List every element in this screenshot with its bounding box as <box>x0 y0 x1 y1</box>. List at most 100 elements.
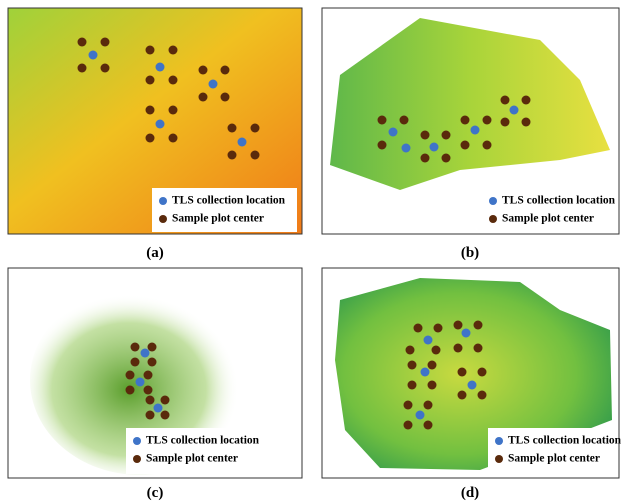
legend-label: TLS collection location <box>146 435 260 447</box>
plot-center-dot <box>522 96 531 105</box>
tls-location-dot <box>421 368 430 377</box>
plot-center-dot <box>421 154 430 163</box>
plot-center-dot <box>146 411 155 420</box>
plot-center-dot <box>131 358 140 367</box>
plot-center-dot <box>161 411 170 420</box>
legend-marker <box>159 197 167 205</box>
legend-marker <box>495 455 503 463</box>
plot-center-dot <box>148 343 157 352</box>
plot-center-dot <box>458 391 467 400</box>
plot-center-dot <box>101 64 110 73</box>
legend-label: Sample plot center <box>508 453 600 465</box>
tls-location-dot <box>402 144 411 153</box>
plot-center-dot <box>424 421 433 430</box>
plot-center-dot <box>169 106 178 115</box>
plot-center-dot <box>461 116 470 125</box>
plot-center-dot <box>221 66 230 75</box>
plot-center-dot <box>434 324 443 333</box>
panel-caption: (c) <box>147 485 164 501</box>
tls-location-dot <box>156 120 165 129</box>
tls-location-dot <box>510 106 519 115</box>
tls-location-dot <box>389 128 398 137</box>
legend-marker <box>489 197 497 205</box>
legend-marker <box>159 215 167 223</box>
tls-location-dot <box>136 378 145 387</box>
legend-marker <box>495 437 503 445</box>
plot-center-dot <box>228 151 237 160</box>
plot-center-dot <box>454 321 463 330</box>
plot-center-dot <box>474 344 483 353</box>
plot-center-dot <box>148 358 157 367</box>
plot-center-dot <box>400 116 409 125</box>
plot-center-dot <box>474 321 483 330</box>
panel-caption: (d) <box>461 485 479 501</box>
panel-d: TLS collection location Sample plot cente… <box>322 268 622 478</box>
plot-center-dot <box>458 368 467 377</box>
plot-center-dot <box>483 141 492 150</box>
plot-center-dot <box>144 371 153 380</box>
legend-marker <box>489 215 497 223</box>
plot-center-dot <box>442 154 451 163</box>
legend-label: TLS collection location <box>508 435 622 447</box>
figure: TLS collection location Sample plot cente… <box>0 0 627 503</box>
panel-a: TLS collection location Sample plot cente… <box>8 8 302 234</box>
plot-center-dot <box>428 361 437 370</box>
plot-center-dot <box>199 93 208 102</box>
plot-center-dot <box>424 401 433 410</box>
panel-caption: (a) <box>146 245 164 261</box>
plot-center-dot <box>221 93 230 102</box>
plot-center-dot <box>432 346 441 355</box>
plot-center-dot <box>169 76 178 85</box>
plot-center-dot <box>414 324 423 333</box>
tls-location-dot <box>462 329 471 338</box>
tls-location-dot <box>430 143 439 152</box>
plot-center-dot <box>378 116 387 125</box>
plot-center-dot <box>408 381 417 390</box>
tls-location-dot <box>424 336 433 345</box>
plot-center-dot <box>101 38 110 47</box>
plot-center-dot <box>421 131 430 140</box>
legend-label: TLS collection location <box>172 195 286 207</box>
plot-center-dot <box>199 66 208 75</box>
tls-location-dot <box>156 63 165 72</box>
legend-label: Sample plot center <box>172 213 264 225</box>
plot-center-dot <box>251 151 260 160</box>
plot-center-dot <box>126 386 135 395</box>
panel-b: TLS collection location Sample plot cente… <box>322 8 619 234</box>
tls-location-dot <box>89 51 98 60</box>
plot-center-dot <box>404 401 413 410</box>
plot-center-dot <box>501 118 510 127</box>
plot-center-dot <box>501 96 510 105</box>
plot-center-dot <box>406 346 415 355</box>
plot-center-dot <box>146 46 155 55</box>
panel-c: TLS collection location Sample plot cente… <box>8 268 302 478</box>
plot-center-dot <box>169 46 178 55</box>
plot-center-dot <box>454 344 463 353</box>
plot-center-dot <box>483 116 492 125</box>
plot-center-dot <box>478 391 487 400</box>
legend-marker <box>133 437 141 445</box>
tls-location-dot <box>416 411 425 420</box>
plot-center-dot <box>251 124 260 133</box>
plot-center-dot <box>146 396 155 405</box>
tls-location-dot <box>154 404 163 413</box>
plot-center-dot <box>146 76 155 85</box>
legend-marker <box>133 455 141 463</box>
plot-center-dot <box>131 343 140 352</box>
plot-center-dot <box>408 361 417 370</box>
plot-center-dot <box>404 421 413 430</box>
tls-location-dot <box>238 138 247 147</box>
tls-location-dot <box>209 80 218 89</box>
legend-label: Sample plot center <box>502 213 594 225</box>
legend-label: Sample plot center <box>146 453 238 465</box>
panel-caption: (b) <box>461 245 479 261</box>
plot-center-dot <box>461 141 470 150</box>
plot-center-dot <box>478 368 487 377</box>
plot-center-dot <box>146 134 155 143</box>
legend-label: TLS collection location <box>502 195 616 207</box>
plot-center-dot <box>126 371 135 380</box>
plot-center-dot <box>78 64 87 73</box>
plot-center-dot <box>169 134 178 143</box>
plot-center-dot <box>146 106 155 115</box>
plot-center-dot <box>161 396 170 405</box>
